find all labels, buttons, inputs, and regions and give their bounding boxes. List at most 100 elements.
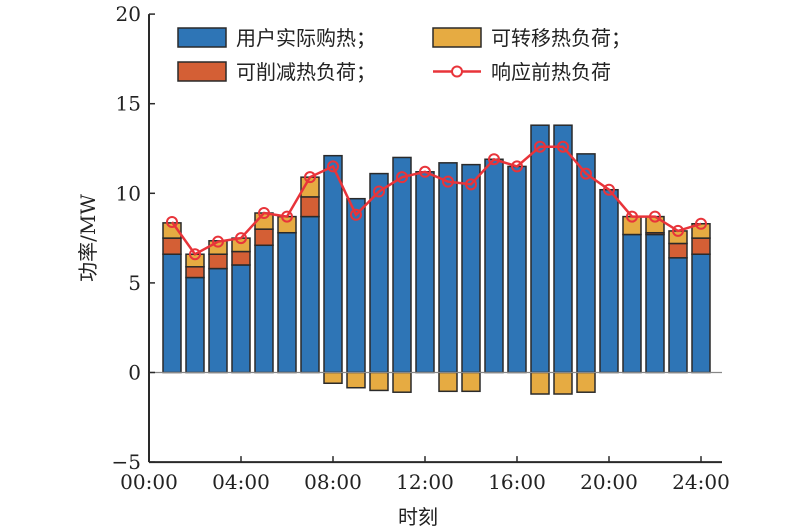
bar-curtailable	[691, 237, 711, 255]
bar-curtailable	[162, 237, 182, 255]
axes: −5 0 5 10 15 20 00:00 04:00 08:00 12:00 16:00 20:00…	[112, 2, 730, 494]
bar-actual-purchase	[231, 264, 251, 374]
bar-shiftable	[277, 215, 297, 234]
y-tick-label: −5	[112, 450, 141, 474]
pre-response-load-marker	[373, 185, 385, 198]
pre-response-load-marker	[419, 165, 431, 178]
bar-curtailable	[231, 250, 251, 266]
bar-actual-purchase	[507, 165, 527, 374]
legend-label: 可削减热负荷；	[236, 60, 376, 84]
y-tick-label: 5	[128, 271, 141, 295]
bar-shiftable-negative	[369, 371, 389, 392]
bar-actual-purchase	[185, 276, 205, 374]
pre-response-load-marker	[212, 235, 224, 248]
bar-shiftable-negative	[553, 371, 573, 395]
bar-actual-purchase	[415, 171, 435, 374]
pre-response-load-marker	[281, 210, 293, 223]
bar-actual-purchase	[438, 162, 458, 374]
bar-actual-purchase	[369, 172, 389, 374]
bar-actual-purchase	[162, 253, 182, 374]
pre-response-load-marker	[557, 140, 569, 153]
pre-response-load-marker	[695, 217, 707, 230]
legend-label: 可转移热负荷；	[491, 26, 631, 50]
pre-response-load-marker	[511, 160, 523, 173]
bar-actual-purchase	[530, 124, 550, 374]
legend-label: 用户实际购热；	[236, 26, 376, 50]
bar-actual-purchase	[300, 215, 320, 374]
bar-actual-purchase	[691, 253, 711, 374]
x-tick-label: 20:00	[580, 470, 638, 494]
bar-shiftable	[645, 215, 665, 234]
bar-actual-purchase	[622, 233, 642, 374]
bar-actual-purchase	[668, 257, 688, 374]
bar-actual-purchase	[346, 197, 366, 374]
bars-layer	[162, 124, 711, 395]
pre-response-load-marker	[672, 224, 684, 237]
y-tick-label: 20	[116, 2, 141, 26]
x-tick-label: 00:00	[120, 470, 178, 494]
bar-shiftable-negative	[346, 371, 366, 389]
legend-swatch	[177, 27, 227, 48]
bar-actual-purchase	[484, 158, 504, 374]
pre-response-load-marker	[235, 232, 247, 245]
bar-curtailable	[254, 228, 274, 247]
bar-shiftable-negative	[438, 371, 458, 393]
x-tick-label: 24:00	[672, 470, 730, 494]
legend: 用户实际购热； 可转移热负荷； 可削减热负荷； 响应前热负荷	[177, 26, 631, 84]
pre-response-load-marker	[304, 171, 316, 184]
line-layer	[166, 140, 707, 261]
pre-response-load-marker	[166, 215, 178, 228]
y-tick-label: 10	[116, 181, 141, 205]
bar-curtailable	[668, 242, 688, 259]
pre-response-load-marker	[442, 175, 454, 188]
legend-label: 响应前热负荷	[491, 60, 611, 84]
bar-actual-purchase	[461, 163, 481, 374]
bar-shiftable-negative	[323, 371, 343, 385]
pre-response-load-marker	[396, 171, 408, 184]
bar-shiftable-negative	[392, 371, 412, 393]
y-axis-label: 功率/MW	[76, 194, 100, 282]
pre-response-load-marker	[465, 178, 477, 191]
bar-curtailable	[185, 266, 205, 279]
bar-actual-purchase	[553, 124, 573, 374]
pre-response-load-marker	[534, 140, 546, 153]
y-tick-label: 15	[116, 92, 141, 116]
pre-response-load-marker	[258, 207, 270, 220]
bar-curtailable	[208, 253, 228, 270]
pre-response-load-marker	[488, 153, 500, 166]
bar-actual-purchase	[254, 244, 274, 374]
y-tick-label: 0	[128, 361, 141, 385]
bar-actual-purchase	[392, 156, 412, 374]
x-axis-label: 时刻	[398, 505, 438, 529]
bar-shiftable-negative	[576, 371, 596, 393]
bar-actual-purchase	[576, 153, 596, 374]
pre-response-load-marker	[580, 167, 592, 180]
bar-actual-purchase	[208, 267, 228, 374]
pre-response-load-marker	[189, 248, 201, 261]
bar-actual-purchase	[277, 231, 297, 374]
legend-marker-swatch	[451, 65, 463, 78]
bar-actual-purchase	[323, 154, 343, 374]
bar-curtailable	[300, 196, 320, 218]
legend-swatch	[177, 61, 227, 82]
pre-response-load-marker	[327, 160, 339, 173]
bar-shiftable-negative	[530, 371, 550, 395]
bar-shiftable	[185, 253, 205, 268]
bar-actual-purchase	[645, 233, 665, 374]
bar-shiftable	[622, 215, 642, 236]
x-tick-label: 12:00	[396, 470, 454, 494]
x-tick-label: 08:00	[304, 470, 362, 494]
bar-shiftable	[668, 230, 688, 245]
legend-swatch	[432, 27, 482, 48]
pre-response-load-marker	[350, 208, 362, 221]
bar-shiftable-negative	[461, 371, 481, 393]
pre-response-load-marker	[649, 210, 661, 223]
bar-actual-purchase	[599, 188, 619, 374]
pre-response-load-marker	[626, 210, 638, 223]
pre-response-load-marker	[603, 183, 615, 196]
x-tick-label: 16:00	[488, 470, 546, 494]
x-tick-label: 04:00	[212, 470, 270, 494]
pre-response-load-line	[170, 145, 702, 256]
